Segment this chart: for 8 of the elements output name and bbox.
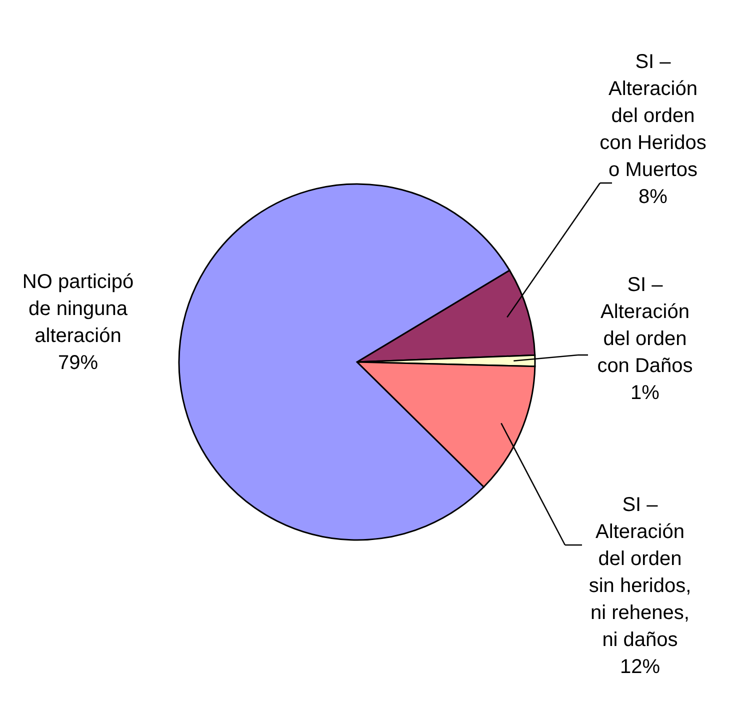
slice-label: SI – Alteración del orden con Daños xyxy=(597,274,693,377)
data-label: 79% xyxy=(58,352,98,374)
slice-label: NO participó de ninguna alteración xyxy=(22,271,134,347)
slice-label: SI – Alteración del orden con Heridos o Muertos xyxy=(600,51,706,181)
data-label: 12% xyxy=(620,656,660,678)
data-label: 8% xyxy=(638,186,668,208)
slice-label: SI – Alteración del orden sin heridos, ni rehenes, ni daños xyxy=(588,494,692,651)
data-label: 1% xyxy=(630,382,660,404)
